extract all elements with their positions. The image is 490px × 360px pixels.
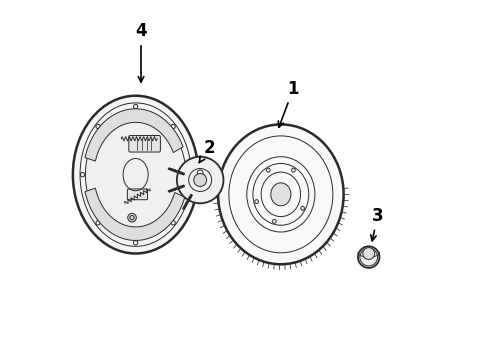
Text: 2: 2 [199, 139, 215, 162]
Polygon shape [85, 188, 185, 240]
Ellipse shape [194, 174, 207, 186]
Text: 3: 3 [371, 207, 384, 241]
Ellipse shape [363, 248, 375, 260]
Polygon shape [85, 109, 183, 161]
FancyBboxPatch shape [129, 135, 160, 152]
Ellipse shape [73, 96, 198, 253]
Text: 4: 4 [135, 22, 147, 82]
Ellipse shape [85, 112, 186, 238]
Ellipse shape [177, 157, 223, 203]
Text: 1: 1 [278, 80, 299, 127]
Ellipse shape [218, 125, 343, 264]
Ellipse shape [128, 213, 136, 222]
Ellipse shape [271, 183, 291, 206]
Ellipse shape [358, 246, 379, 268]
FancyBboxPatch shape [127, 189, 147, 200]
